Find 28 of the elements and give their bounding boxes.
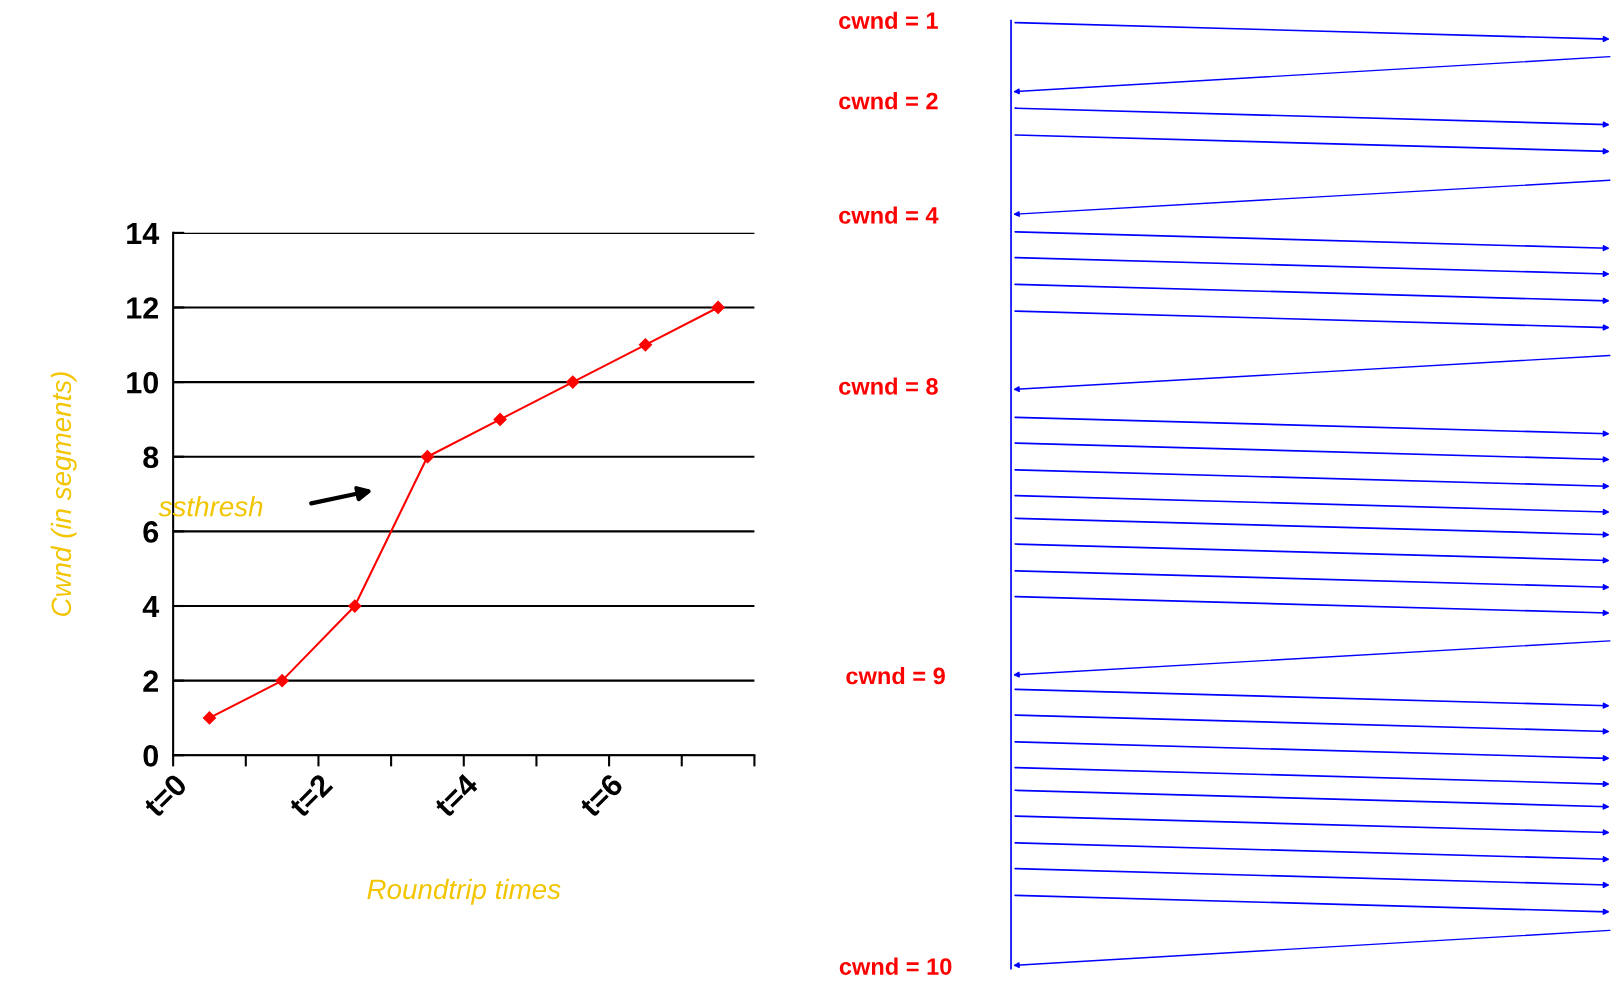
x-axis-title: Roundtrip times [367, 878, 561, 905]
text: cwnd = 8 [839, 377, 938, 395]
y-tick-label: 4 [142, 596, 160, 618]
x-tick-label: t=2 [287, 772, 334, 819]
point [638, 338, 653, 352]
y-tick-label: 14 [127, 222, 160, 244]
y-tick-label: 2 [143, 670, 159, 692]
x-tick-label: t=6 [578, 772, 625, 819]
x-tick-label: t=0 [142, 772, 189, 819]
text: cwnd = 1 [839, 11, 938, 30]
y-axis-title: Cwnd (in segments) [50, 372, 77, 617]
point [566, 375, 580, 389]
y-tick-label: 8 [143, 446, 159, 469]
point [202, 711, 217, 725]
point [493, 412, 507, 427]
text: cwnd = 9 [846, 666, 945, 685]
text: cwnd = 10 [839, 957, 952, 975]
point [711, 300, 725, 315]
point [275, 674, 289, 688]
y-tick-label: 0 [143, 744, 158, 767]
y-tick-label: 10 [127, 371, 158, 394]
point [420, 450, 435, 464]
x-tick-label: t=4 [433, 772, 480, 819]
y-tick-label: 6 [143, 521, 159, 543]
point [348, 599, 362, 613]
text: cwnd = 2 [839, 92, 938, 110]
y-tick-label: 12 [127, 297, 159, 319]
text: cwnd = 4 [839, 206, 939, 224]
